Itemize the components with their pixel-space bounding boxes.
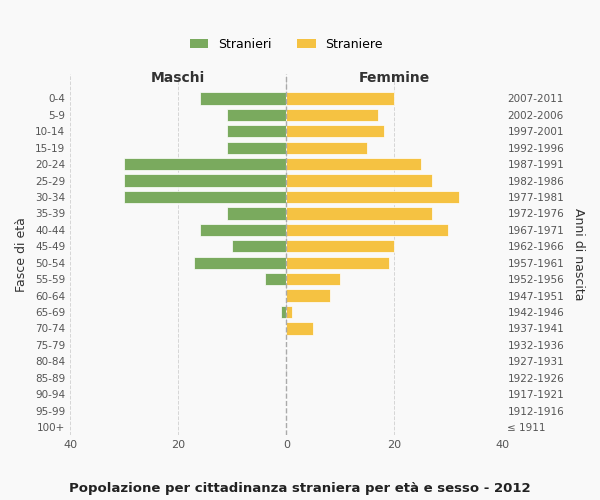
Bar [286,92,394,104]
Bar [286,125,383,138]
Bar [265,273,286,285]
Bar [286,108,378,121]
Bar [227,142,286,154]
Bar [286,290,329,302]
Bar [286,273,340,285]
Bar [227,108,286,121]
Text: Maschi: Maschi [151,72,205,86]
Bar [286,174,432,186]
Bar [281,306,286,318]
Bar [286,306,292,318]
Bar [286,256,389,269]
Bar [124,174,286,186]
Bar [286,322,313,334]
Bar [124,191,286,203]
Bar [124,158,286,170]
Bar [200,224,286,236]
Y-axis label: Anni di nascita: Anni di nascita [572,208,585,300]
Text: Popolazione per cittadinanza straniera per età e sesso - 2012: Popolazione per cittadinanza straniera p… [69,482,531,495]
Bar [232,240,286,252]
Legend: Stranieri, Straniere: Stranieri, Straniere [185,33,388,56]
Text: Femmine: Femmine [359,72,430,86]
Bar [286,142,367,154]
Bar [200,92,286,104]
Bar [227,207,286,220]
Bar [286,240,394,252]
Bar [194,256,286,269]
Bar [227,125,286,138]
Bar [286,207,432,220]
Bar [286,191,460,203]
Y-axis label: Fasce di età: Fasce di età [15,217,28,292]
Bar [286,158,421,170]
Bar [286,224,448,236]
